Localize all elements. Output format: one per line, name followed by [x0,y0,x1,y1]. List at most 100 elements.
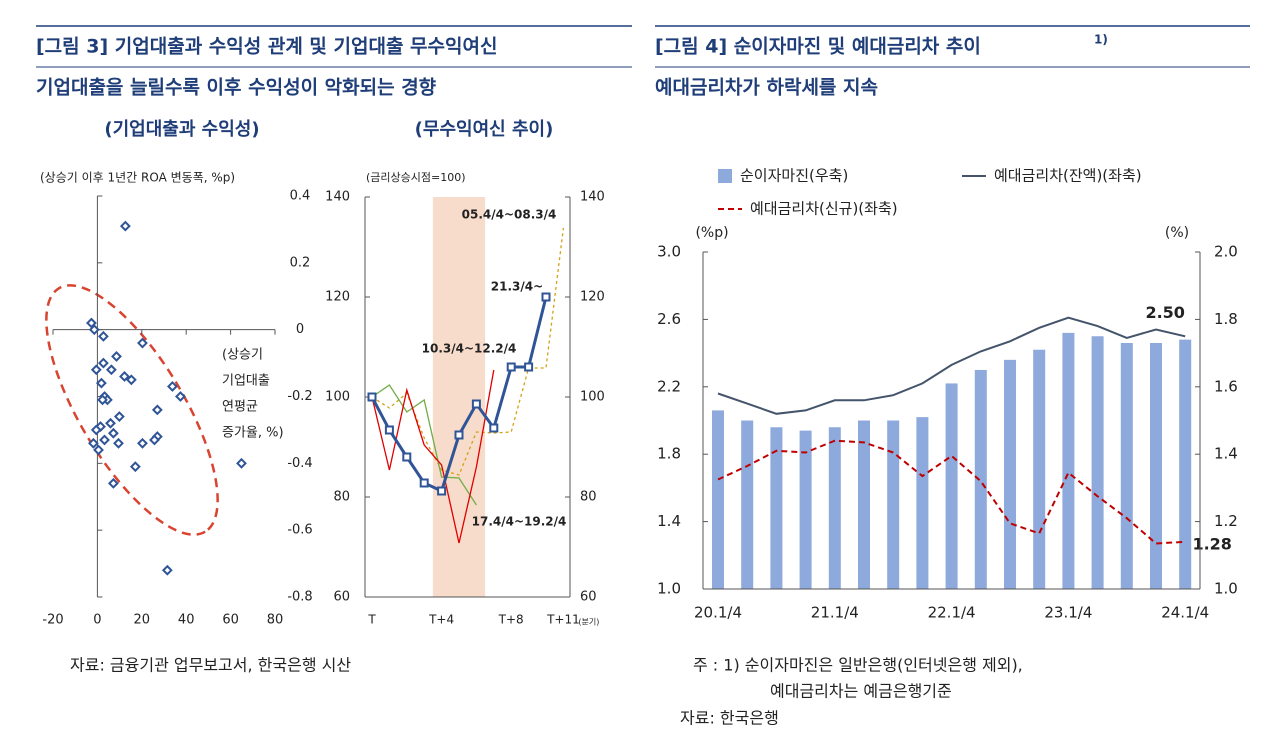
chart-title: (무수익여신 추이) [415,119,554,140]
y-tick-label: -0.8 [287,590,312,605]
point [137,437,148,449]
x-tick-label: T+4 [428,613,454,627]
point [489,423,499,433]
x-axis-title: (상승기 [222,348,263,363]
y2-tick-label: 1.6 [1214,377,1238,395]
point [107,427,119,439]
figure-title: [그림 3] 기업대출과 수익성 관계 및 기업대출 무수익여신 [36,36,497,58]
point [175,391,186,402]
x-axis-title: 증가율, %) [222,426,284,441]
highlight-band [432,197,486,597]
point [541,292,551,302]
title-note: 1) [1094,33,1108,47]
point [151,404,163,416]
x-tick-label: 21.1/4 [811,604,859,622]
bar [858,420,870,589]
point [90,424,102,436]
series-line [371,384,477,506]
figure-subtitle: 기업대출을 늘릴수록 이후 수익성이 악화되는 경향 [36,77,437,99]
bar [945,383,958,589]
y-tick-label: 1.0 [657,580,681,598]
y2-tick-label: 1.8 [1214,310,1238,328]
bar [712,410,724,589]
bar [974,369,987,589]
bar [1062,332,1075,589]
y-tick-label: 100 [325,390,350,405]
x-unit: (분기) [578,618,599,627]
bar [1150,342,1162,589]
bar [828,427,841,589]
point [161,564,173,576]
y-tick-label: -0.6 [287,523,312,538]
point [437,486,447,496]
cluster-ellipse [45,284,219,536]
point [85,317,97,329]
x-tick-label: T+11 [546,613,580,627]
y-axis-title: (금리상승시점=100) [366,171,466,184]
x-tick-label: 20 [134,613,151,628]
bar [1033,349,1046,589]
point [105,417,116,429]
y-tick-label: 120 [580,290,605,305]
bar [916,417,929,589]
bar [770,427,783,589]
note: 주 : 1) 순이자마진은 일반은행(인터넷은행 제외), [693,656,1023,675]
y-tick-label: 80 [580,490,597,505]
series-line [371,369,495,544]
note: 예대금리차는 예금은행기준 [770,682,952,701]
point [88,324,100,336]
y-tick-label: 60 [333,590,350,605]
point [90,364,102,376]
y-tick-label: 2.6 [657,310,681,328]
x-tick-label: 24.1/4 [1161,604,1209,622]
point [107,477,119,489]
x-tick-label: 22.1/4 [928,604,976,622]
series-label: 21.3/4~ [491,280,543,294]
bar [1120,342,1133,589]
legend-label: 예대금리차(잔액)(좌축) [994,167,1142,185]
point [367,392,377,402]
x-tick-label: T+8 [498,613,524,627]
series-label: 10.3/4~12.2/4 [422,342,517,356]
y-tick-label: 140 [580,190,605,205]
point [119,371,130,382]
y-tick-label: 3.0 [657,243,681,261]
y-axis-title: (%p) [695,225,728,241]
legend-swatch [718,169,732,183]
y-tick-label: 60 [580,590,597,605]
point [97,330,109,342]
x-tick-label: 80 [267,613,284,628]
y2-axis-title: (%) [1165,225,1189,241]
point [419,478,429,488]
y-tick-label: 120 [325,290,350,305]
x-tick-label: T [367,613,376,627]
point [111,350,122,362]
series-label: 05.4/4~08.3/4 [462,208,557,222]
point [113,411,125,422]
bar [799,430,812,589]
point [105,364,117,376]
point [384,425,394,435]
x-tick-label: 60 [222,613,239,628]
y-tick-label: 1.4 [657,512,681,530]
y2-tick-label: 1.2 [1214,512,1238,530]
y2-tick-label: 1.4 [1214,445,1238,463]
figure-title: [그림 4] 순이자마진 및 예대금리차 추이 [655,36,981,58]
point [129,461,141,473]
y-axis-title: (상승기 이후 1년간 ROA 변동폭, %p) [40,171,235,185]
series-line [717,439,1186,545]
point [524,362,534,372]
x-axis-title: 연평균 [222,400,258,415]
x-tick-label: -20 [42,613,63,628]
data-label: 1.28 [1192,534,1231,553]
y-tick-label: -0.2 [287,389,312,404]
series-label: 17.4/4~19.2/4 [472,515,567,529]
point [506,362,516,372]
point [95,377,107,389]
bar [1091,336,1104,589]
point [113,437,124,449]
point [454,430,464,440]
y-tick-label: 2.2 [657,377,681,395]
source: 자료: 한국은행 [680,709,779,728]
